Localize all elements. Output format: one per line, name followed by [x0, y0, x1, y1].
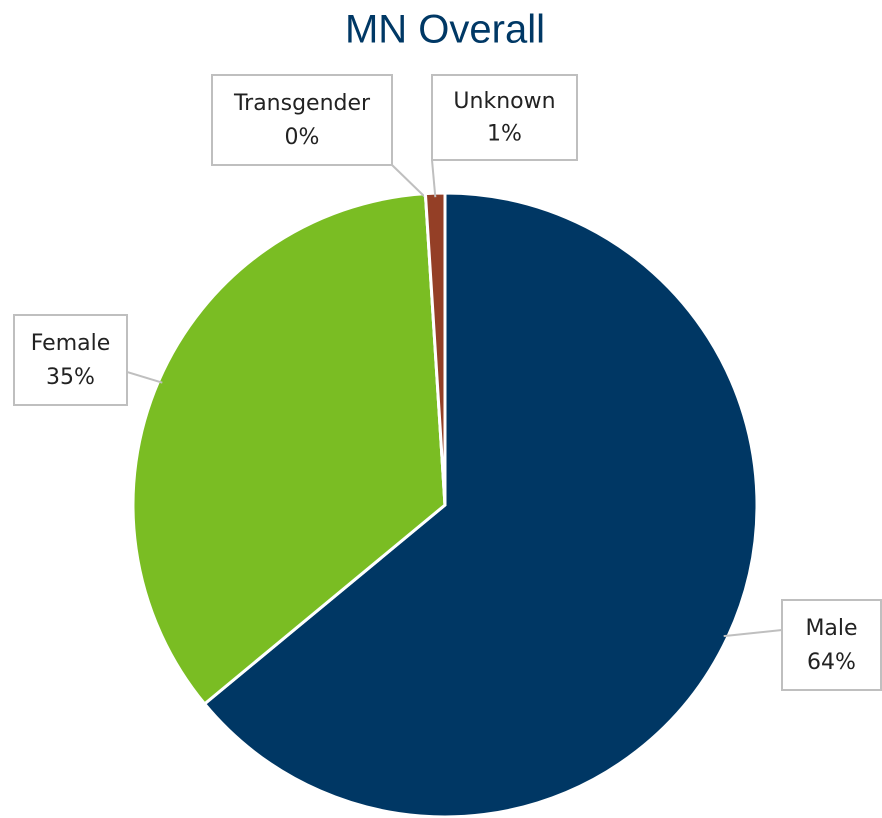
- category-label: Female: [31, 331, 111, 356]
- label-box: [431, 74, 578, 161]
- leader-line: [391, 164, 427, 199]
- leader-line: [431, 159, 437, 198]
- leader-line: [126, 371, 163, 384]
- label-box: [781, 599, 882, 691]
- category-label: Unknown: [453, 89, 555, 114]
- category-label: Transgender: [233, 91, 371, 116]
- chart-title: MN Overall: [345, 8, 545, 52]
- label-box: [13, 314, 128, 406]
- value-label: 1%: [487, 122, 522, 147]
- category-label: Male: [805, 616, 857, 641]
- value-label: 0%: [285, 125, 320, 150]
- value-label: 64%: [807, 650, 856, 675]
- value-label: 35%: [46, 365, 95, 390]
- leader-line: [723, 629, 783, 638]
- pie-slice: [202, 191, 759, 818]
- label-box: [211, 74, 393, 166]
